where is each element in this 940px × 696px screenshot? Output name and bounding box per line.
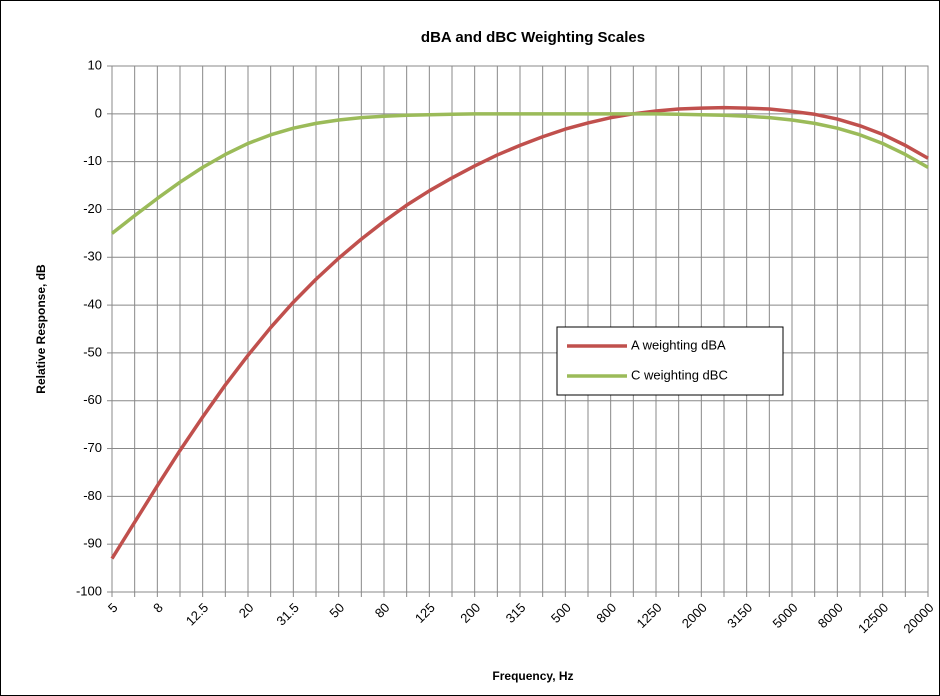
- series-line: [110, 112, 929, 235]
- y-tick-label: -30: [83, 249, 102, 264]
- y-tick-label: -40: [83, 297, 102, 312]
- y-tick-label: 10: [88, 57, 102, 72]
- y-tick-label: -90: [83, 536, 102, 551]
- y-tick-label: -10: [83, 153, 102, 168]
- y-tick-label: -60: [83, 392, 102, 407]
- chart-title: dBA and dBC Weighting Scales: [421, 29, 645, 46]
- y-tick-label: -100: [76, 583, 102, 598]
- y-tick-label: -80: [83, 488, 102, 503]
- y-tick-label: 0: [95, 105, 102, 120]
- legend-label: A weighting dBA: [631, 337, 726, 352]
- y-tick-label: -50: [83, 344, 102, 359]
- legend: A weighting dBA C weighting dBC: [556, 326, 784, 396]
- y-tick-label: -70: [83, 440, 102, 455]
- y-tick-label: -20: [83, 201, 102, 216]
- x-axis-title: Frequency, Hz: [492, 669, 573, 683]
- legend-label: C weighting dBC: [631, 367, 728, 382]
- y-axis-title: Relative Response, dB: [34, 264, 48, 394]
- series-line: [110, 105, 929, 560]
- legend-box: [556, 326, 784, 396]
